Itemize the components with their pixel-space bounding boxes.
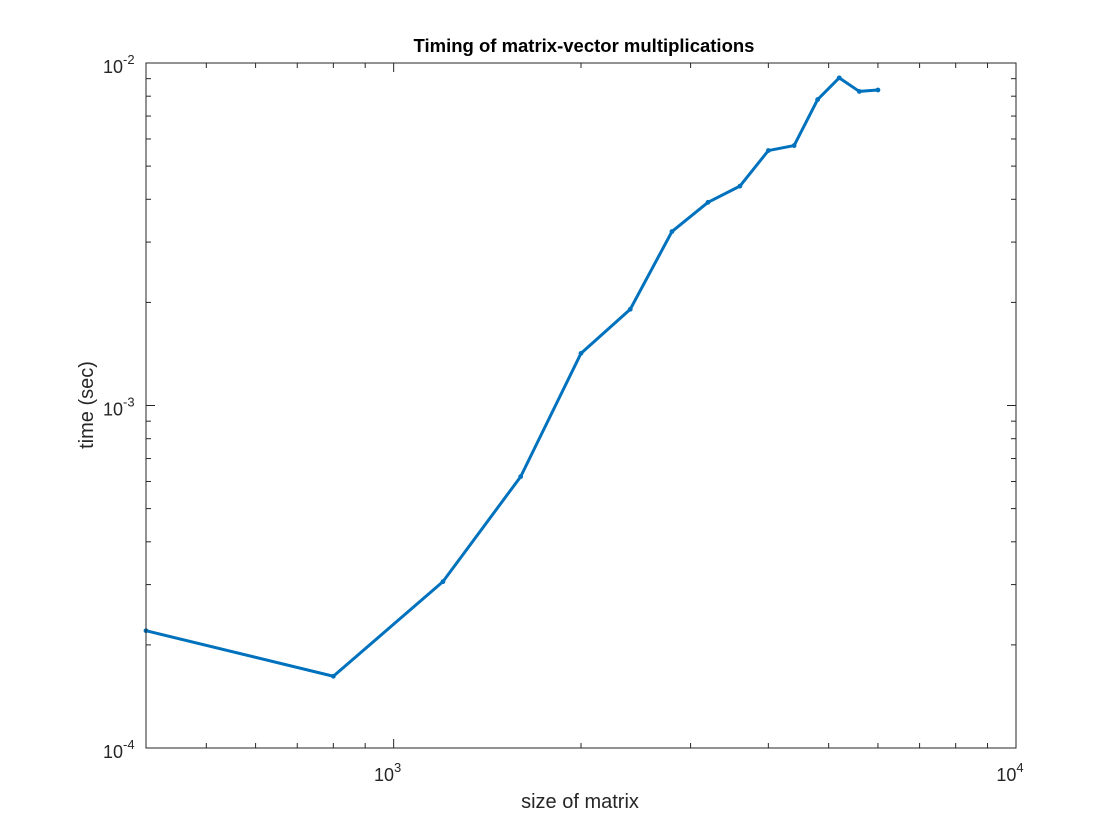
tick-labels: 103 104 10-4 10-3 10-2 [103,52,1024,785]
data-series-layer [143,75,881,679]
x-tick-label: 103 [374,760,401,785]
x-axis-title: size of matrix [521,791,639,813]
data-point [836,75,842,81]
y-tick-label: 10-3 [103,395,135,420]
y-axis-title: time (sec) [76,361,98,449]
data-point [856,89,862,94]
series-line [144,76,880,678]
data-point [578,350,584,356]
data-point [765,148,771,153]
y-tick-label: 10-4 [103,737,135,762]
data-point [440,579,446,585]
data-point [815,97,821,102]
tick-marks [145,62,1017,749]
data-point [705,199,711,205]
x-tick-label: 104 [996,760,1023,785]
y-tick-label: 10-2 [103,52,135,77]
data-point [330,673,336,679]
data-point [518,474,524,480]
data-point [875,87,881,93]
data-point [737,183,743,189]
data-point [791,143,797,148]
data-point [627,306,633,312]
data-point [669,229,675,234]
axes-box [145,62,1017,749]
chart-title: Timing of matrix-vector multiplications [414,35,755,56]
